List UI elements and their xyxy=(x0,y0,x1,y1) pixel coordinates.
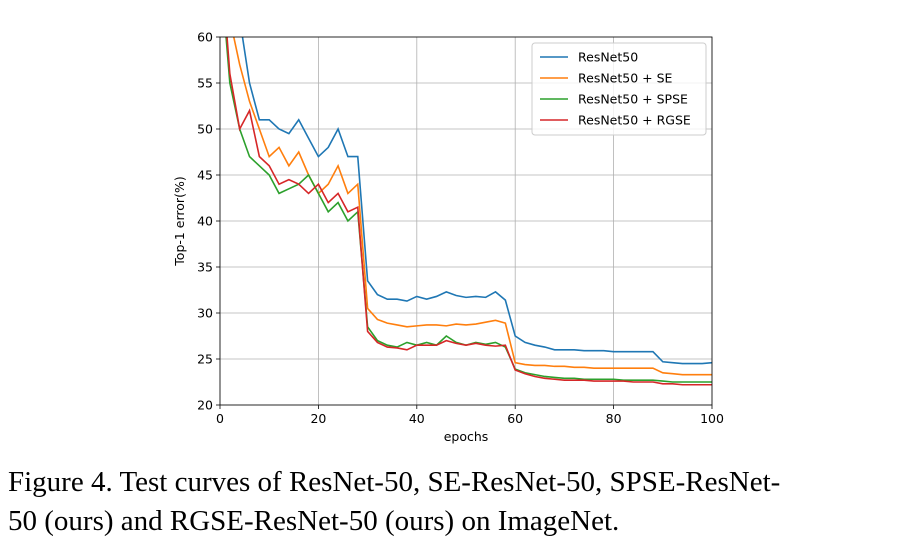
caption-line: 50 (ours) and RGSE-ResNet-50 (ours) on I… xyxy=(8,505,619,537)
x-tick-label: 40 xyxy=(409,411,425,426)
x-tick-label: 80 xyxy=(606,411,622,426)
x-axis-label: epochs xyxy=(444,429,489,444)
y-tick-label: 60 xyxy=(197,30,213,45)
y-tick-label: 25 xyxy=(197,352,213,367)
series-line xyxy=(226,37,712,386)
x-tick-label: 20 xyxy=(310,411,326,426)
legend-label: ResNet50 + SE xyxy=(578,71,673,86)
plot-frame xyxy=(219,36,713,406)
plot-lines xyxy=(225,37,712,386)
y-tick-label: 30 xyxy=(197,306,213,321)
x-tick-label: 0 xyxy=(216,411,224,426)
y-axis-label: Top-1 error(%) xyxy=(172,176,187,266)
y-tick-label: 50 xyxy=(197,122,213,137)
x-tick-label: 100 xyxy=(700,411,724,426)
caption-line: Figure 4. Test curves of ResNet-50, SE-R… xyxy=(8,466,780,498)
legend-label: ResNet50 + RGSE xyxy=(578,113,691,128)
y-tick-label: 20 xyxy=(197,398,213,413)
y-tick-label: 45 xyxy=(197,168,213,183)
y-tick-label: 40 xyxy=(197,214,213,229)
series-line xyxy=(232,37,712,376)
y-tick-label: 35 xyxy=(197,260,213,275)
legend-label: ResNet50 xyxy=(578,50,638,65)
legend-box xyxy=(531,42,707,136)
x-tick-label: 60 xyxy=(507,411,523,426)
series-line xyxy=(241,37,712,365)
legend-label: ResNet50 + SPSE xyxy=(578,92,688,107)
y-tick-label: 55 xyxy=(197,76,213,91)
